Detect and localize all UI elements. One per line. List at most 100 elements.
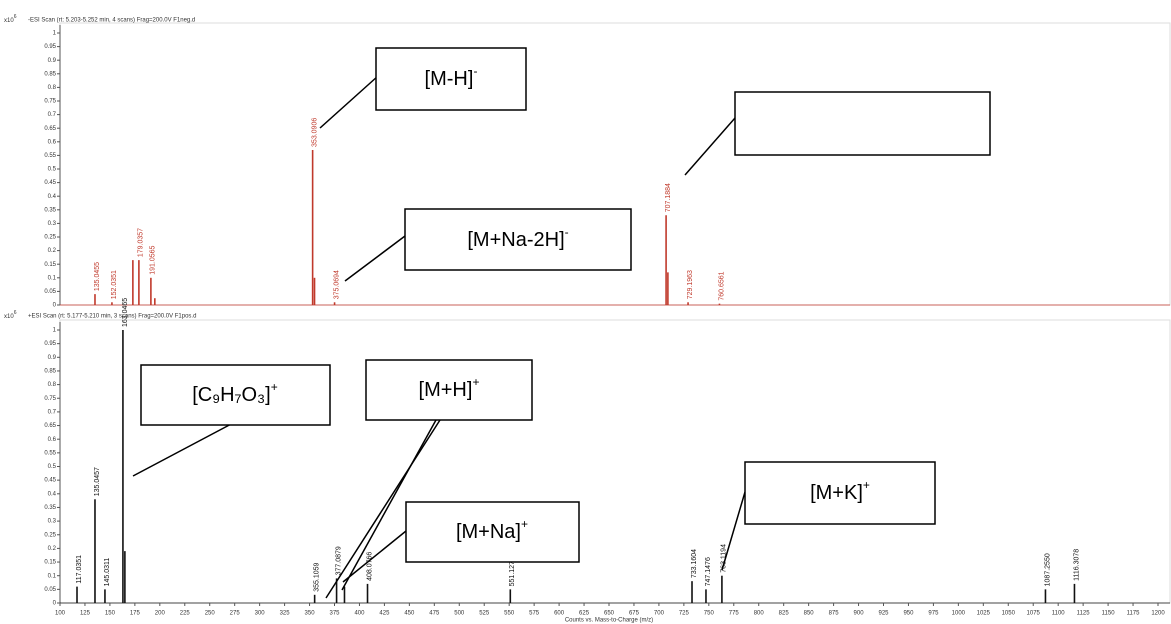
- pointer: [319, 75, 379, 129]
- annotation-sup: +: [271, 380, 278, 394]
- x-tick-label: 325: [280, 611, 291, 617]
- y-tick-label: 0.95: [44, 341, 56, 347]
- y-tick-label: 0.5: [48, 167, 57, 173]
- x-tick-label: 150: [105, 611, 116, 617]
- plots: x106-ESI Scan (rt: 5.203-5.252 min, 4 sc…: [4, 14, 1171, 624]
- label-box: [744, 461, 936, 525]
- multiplier-base: x10: [4, 314, 14, 320]
- pointer: [325, 419, 441, 599]
- annotations: [M-H]- [M+Na-2H]- [C₉H₇O₃]+ [M+H]+ [M+Na…: [132, 47, 991, 599]
- x-tick-label: 950: [903, 611, 914, 617]
- y-tick-label: 0.1: [48, 275, 57, 281]
- y-tick-label: 0.65: [44, 423, 56, 429]
- x-tick-label: 375: [329, 611, 340, 617]
- peak-label: 707.1884: [665, 183, 672, 212]
- y-tick-label: 0.55: [44, 153, 56, 159]
- pointer: [132, 421, 236, 477]
- x-tick-label: 775: [729, 611, 740, 617]
- annotation: [M+Na-2H]-: [467, 225, 568, 251]
- x-tick-label: 525: [479, 611, 490, 617]
- multiplier-base: x10: [4, 18, 14, 24]
- annotation: [M+Na]+: [456, 517, 528, 543]
- x-tick-label: 250: [205, 611, 216, 617]
- pointer: [721, 491, 746, 571]
- x-tick-label: 1200: [1151, 611, 1165, 617]
- y-tick-label: 0.8: [48, 382, 57, 388]
- annotation-text: [C₉H₇O₃]: [192, 384, 271, 406]
- y-tick-label: 1: [53, 31, 57, 37]
- peak-label: 729.1963: [687, 270, 694, 299]
- x-tick-label: 1050: [1002, 611, 1016, 617]
- y-tick-label: 0.9: [48, 58, 57, 64]
- y-tick-label: 0.55: [44, 450, 56, 456]
- x-tick-label: 1000: [952, 611, 966, 617]
- peak-label: 135.0455: [94, 262, 101, 291]
- peak-label: 408.0766: [366, 552, 373, 581]
- x-tick-label: 275: [230, 611, 241, 617]
- y-tick-label: 0.15: [44, 560, 56, 566]
- annotation-text: [M+Na-2H]: [467, 229, 564, 251]
- y-tick-label: 0.85: [44, 71, 56, 77]
- y-tick-label: 0.45: [44, 478, 56, 484]
- peak-label: 1087.2550: [1044, 553, 1051, 586]
- peak-label: 763.1194: [721, 544, 728, 573]
- y-tick-label: 0.2: [48, 248, 57, 254]
- y-tick-label: 0.25: [44, 235, 56, 241]
- annotation: [M+K]+: [810, 478, 870, 504]
- x-tick-label: 1150: [1102, 611, 1116, 617]
- label-box: [365, 359, 533, 421]
- x-tick-label: 575: [529, 611, 540, 617]
- y-tick-label: 0.6: [48, 139, 57, 145]
- x-tick-label: 725: [679, 611, 690, 617]
- x-tick-label: 650: [604, 611, 615, 617]
- x-tick-label: 550: [504, 611, 515, 617]
- peak-label: 760.6561: [718, 271, 725, 300]
- annotation: [M-H]-: [425, 64, 478, 90]
- y-tick-label: 0.4: [48, 194, 57, 200]
- annotation-sup: -: [565, 225, 569, 239]
- x-tick-label: 1075: [1027, 611, 1041, 617]
- peak-label: 145.0311: [104, 558, 111, 587]
- x-tick-label: 1125: [1077, 611, 1091, 617]
- x-tick-label: 300: [255, 611, 266, 617]
- multiplier-exp: 6: [14, 14, 17, 20]
- y-tick-label: 0.9: [48, 355, 57, 361]
- y-tick-label: 0.45: [44, 180, 56, 186]
- y-tick-label: 0.3: [48, 519, 57, 525]
- annotation: [M+H]+: [419, 375, 480, 401]
- y-multiplier: x106: [4, 14, 17, 23]
- peak-label: 117.0351: [76, 555, 83, 584]
- peak-label: 375.0694: [333, 270, 340, 299]
- y-tick-label: 0.5: [48, 464, 57, 470]
- x-tick-label: 600: [554, 611, 565, 617]
- peak-label: 191.0565: [150, 245, 157, 274]
- x-tick-label: 850: [804, 611, 815, 617]
- x-tick-label: 825: [779, 611, 790, 617]
- pointer: [684, 117, 736, 176]
- y-tick-label: 0.25: [44, 532, 56, 538]
- y-tick-label: 0.3: [48, 221, 57, 227]
- x-tick-label: 1100: [1052, 611, 1066, 617]
- y-tick-label: 0.1: [48, 573, 57, 579]
- annotation-sup: +: [521, 517, 528, 531]
- y-tick-label: 0.6: [48, 437, 57, 443]
- annotation-text: [M+H]: [419, 379, 473, 401]
- x-tick-label: 350: [305, 611, 316, 617]
- x-tick-label: 1175: [1127, 611, 1141, 617]
- y-tick-label: 0.35: [44, 207, 56, 213]
- scan-header: -ESI Scan (rt: 5.203-5.252 min, 4 scans)…: [28, 18, 195, 24]
- y-tick-label: 0.35: [44, 505, 56, 511]
- pointer: [341, 419, 437, 591]
- annotation-sup: -: [473, 64, 477, 78]
- peak-label: 747.1476: [705, 557, 712, 586]
- label-box: [734, 91, 991, 156]
- x-tick-label: 700: [654, 611, 665, 617]
- y-tick-label: 0.8: [48, 85, 57, 91]
- x-tick-label: 875: [829, 611, 840, 617]
- pointer: [344, 235, 406, 282]
- y-tick-label: 1: [53, 328, 57, 334]
- y-tick-label: 0.7: [48, 112, 57, 118]
- x-axis-label: Counts vs. Mass-to-Charge (m/z): [565, 618, 653, 624]
- y-tick-label: 0.75: [44, 396, 56, 402]
